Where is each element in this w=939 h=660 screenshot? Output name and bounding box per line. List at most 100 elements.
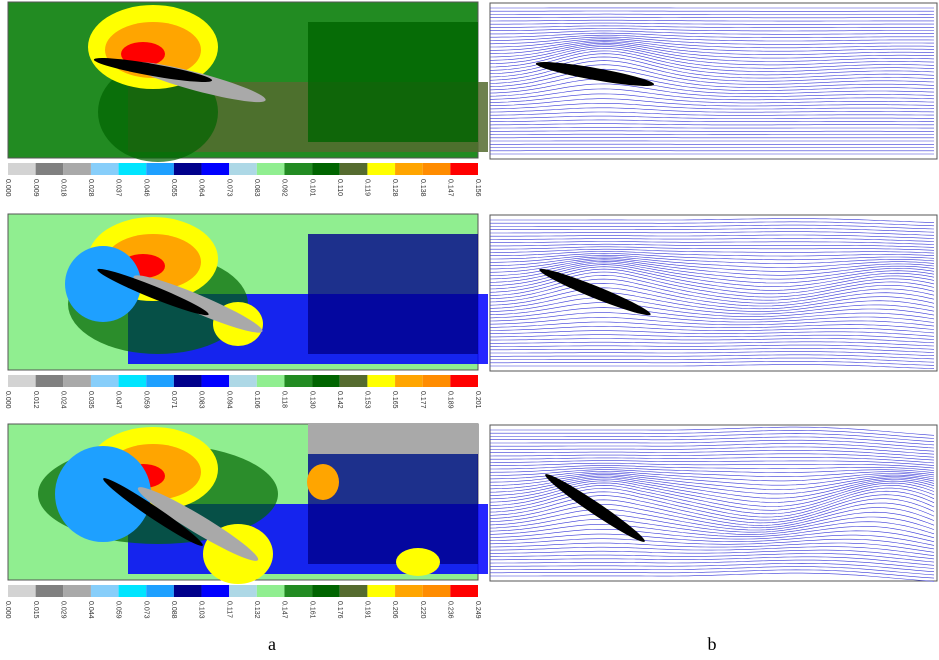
streamline-plot — [490, 425, 937, 581]
colorbar-swatch — [423, 585, 451, 597]
colorbar-label: 0.071 — [170, 391, 177, 409]
colorbar-label: 0.142 — [336, 391, 343, 409]
colorbar-label: 0.138 — [419, 179, 426, 197]
colorbar-swatch — [63, 585, 91, 597]
colorbar-label: 0.128 — [391, 179, 398, 197]
colorbar-swatch — [450, 585, 478, 597]
colorbar-label: 0.064 — [198, 179, 205, 197]
colorbar-label: 0.176 — [336, 601, 343, 619]
colorbar-swatch — [229, 585, 257, 597]
colorbar-label: 0.073 — [142, 601, 149, 619]
colorbar-label: 0.028 — [87, 179, 94, 197]
colorbar-swatch — [91, 163, 119, 175]
colorbar-swatch — [146, 163, 174, 175]
colorbar-swatch — [257, 585, 285, 597]
colorbar-swatch — [450, 163, 478, 175]
colorbar-label: 0.101 — [308, 179, 315, 197]
colorbar-swatch — [395, 585, 423, 597]
streamline-plot — [490, 3, 937, 159]
colorbar-label: 0.110 — [336, 179, 343, 196]
colorbar-label: 0.055 — [170, 179, 177, 197]
region — [55, 446, 151, 542]
region — [396, 548, 440, 576]
colorbar-label: 0.206 — [391, 601, 398, 619]
colorbar-label: 0.161 — [308, 601, 315, 619]
colorbar-label: 0.236 — [447, 601, 454, 619]
figure: a b 0.0000.0090.0180.0280.0370.0460.0550… — [0, 0, 939, 660]
colorbar-swatch — [174, 585, 202, 597]
colorbar-swatch — [36, 585, 64, 597]
colorbar-swatch — [284, 163, 312, 175]
colorbar-swatch — [367, 375, 395, 387]
colorbar-swatch — [174, 163, 202, 175]
colorbar-swatch — [312, 375, 340, 387]
colorbar-label: 0.009 — [32, 179, 39, 197]
colorbar-label: 0.201 — [474, 391, 481, 409]
colorbar-label: 0.000 — [4, 391, 11, 409]
contour-plot — [8, 2, 488, 162]
colorbar-swatch — [119, 375, 147, 387]
colorbar-label: 0.118 — [281, 391, 288, 408]
colorbar-label: 0.130 — [308, 391, 315, 409]
colorbar-label: 0.000 — [4, 601, 11, 619]
colorbar-swatch — [91, 375, 119, 387]
colorbar-swatch — [8, 163, 36, 175]
colorbar-swatch — [229, 375, 257, 387]
colorbar-label: 0.165 — [391, 391, 398, 409]
colorbar-swatch — [119, 585, 147, 597]
colorbar-swatch — [36, 375, 64, 387]
colorbar-swatch — [229, 163, 257, 175]
colorbar-swatch — [91, 585, 119, 597]
colorbar-label: 0.117 — [225, 601, 232, 618]
colorbar-label: 0.046 — [142, 179, 149, 197]
colorbar-swatch — [312, 163, 340, 175]
colorbar-label: 0.059 — [142, 391, 149, 409]
colorbar-label: 0.106 — [253, 391, 260, 409]
colorbar-label: 0.029 — [59, 601, 66, 619]
colorbar-label: 0.015 — [32, 601, 39, 619]
contour-plot — [8, 424, 488, 584]
colorbar-swatch — [119, 163, 147, 175]
colorbar-swatch — [340, 163, 368, 175]
colorbar-swatch — [146, 585, 174, 597]
colorbar-label: 0.119 — [364, 179, 371, 196]
colorbar-swatch — [423, 163, 451, 175]
colorbar-label: 0.220 — [419, 601, 426, 619]
colorbar-swatch — [202, 585, 230, 597]
region — [308, 424, 478, 454]
colorbar-swatch — [202, 163, 230, 175]
colorbar-swatch — [8, 375, 36, 387]
colorbar-label: 0.094 — [225, 391, 232, 409]
caption: a — [268, 634, 276, 654]
colorbar-swatch — [146, 375, 174, 387]
colorbar-label: 0.073 — [225, 179, 232, 197]
colorbar-label: 0.147 — [447, 179, 454, 197]
region — [308, 234, 478, 354]
contour-plot — [8, 214, 488, 370]
colorbar-swatch — [174, 375, 202, 387]
region — [308, 22, 478, 142]
colorbar-label: 0.092 — [281, 179, 288, 197]
colorbar-label: 0.035 — [87, 391, 94, 409]
colorbar-swatch — [312, 585, 340, 597]
colorbar-label: 0.000 — [4, 179, 11, 197]
colorbar-label: 0.083 — [253, 179, 260, 197]
colorbar-swatch — [202, 375, 230, 387]
streamline-plot — [490, 215, 937, 371]
colorbar-label: 0.103 — [198, 601, 205, 619]
colorbar-label: 0.037 — [115, 179, 122, 197]
colorbar-label: 0.012 — [32, 391, 39, 409]
colorbar-swatch — [8, 585, 36, 597]
colorbar-swatch — [257, 375, 285, 387]
colorbar-swatch — [423, 375, 451, 387]
colorbar-label: 0.024 — [59, 391, 66, 409]
colorbar-label: 0.191 — [364, 601, 371, 619]
colorbar-swatch — [257, 163, 285, 175]
colorbar-swatch — [367, 163, 395, 175]
colorbar-label: 0.044 — [87, 601, 94, 619]
colorbar-swatch — [284, 375, 312, 387]
colorbar-label: 0.249 — [474, 601, 481, 619]
colorbar-label: 0.083 — [198, 391, 205, 409]
colorbar-swatch — [340, 375, 368, 387]
colorbar-swatch — [284, 585, 312, 597]
